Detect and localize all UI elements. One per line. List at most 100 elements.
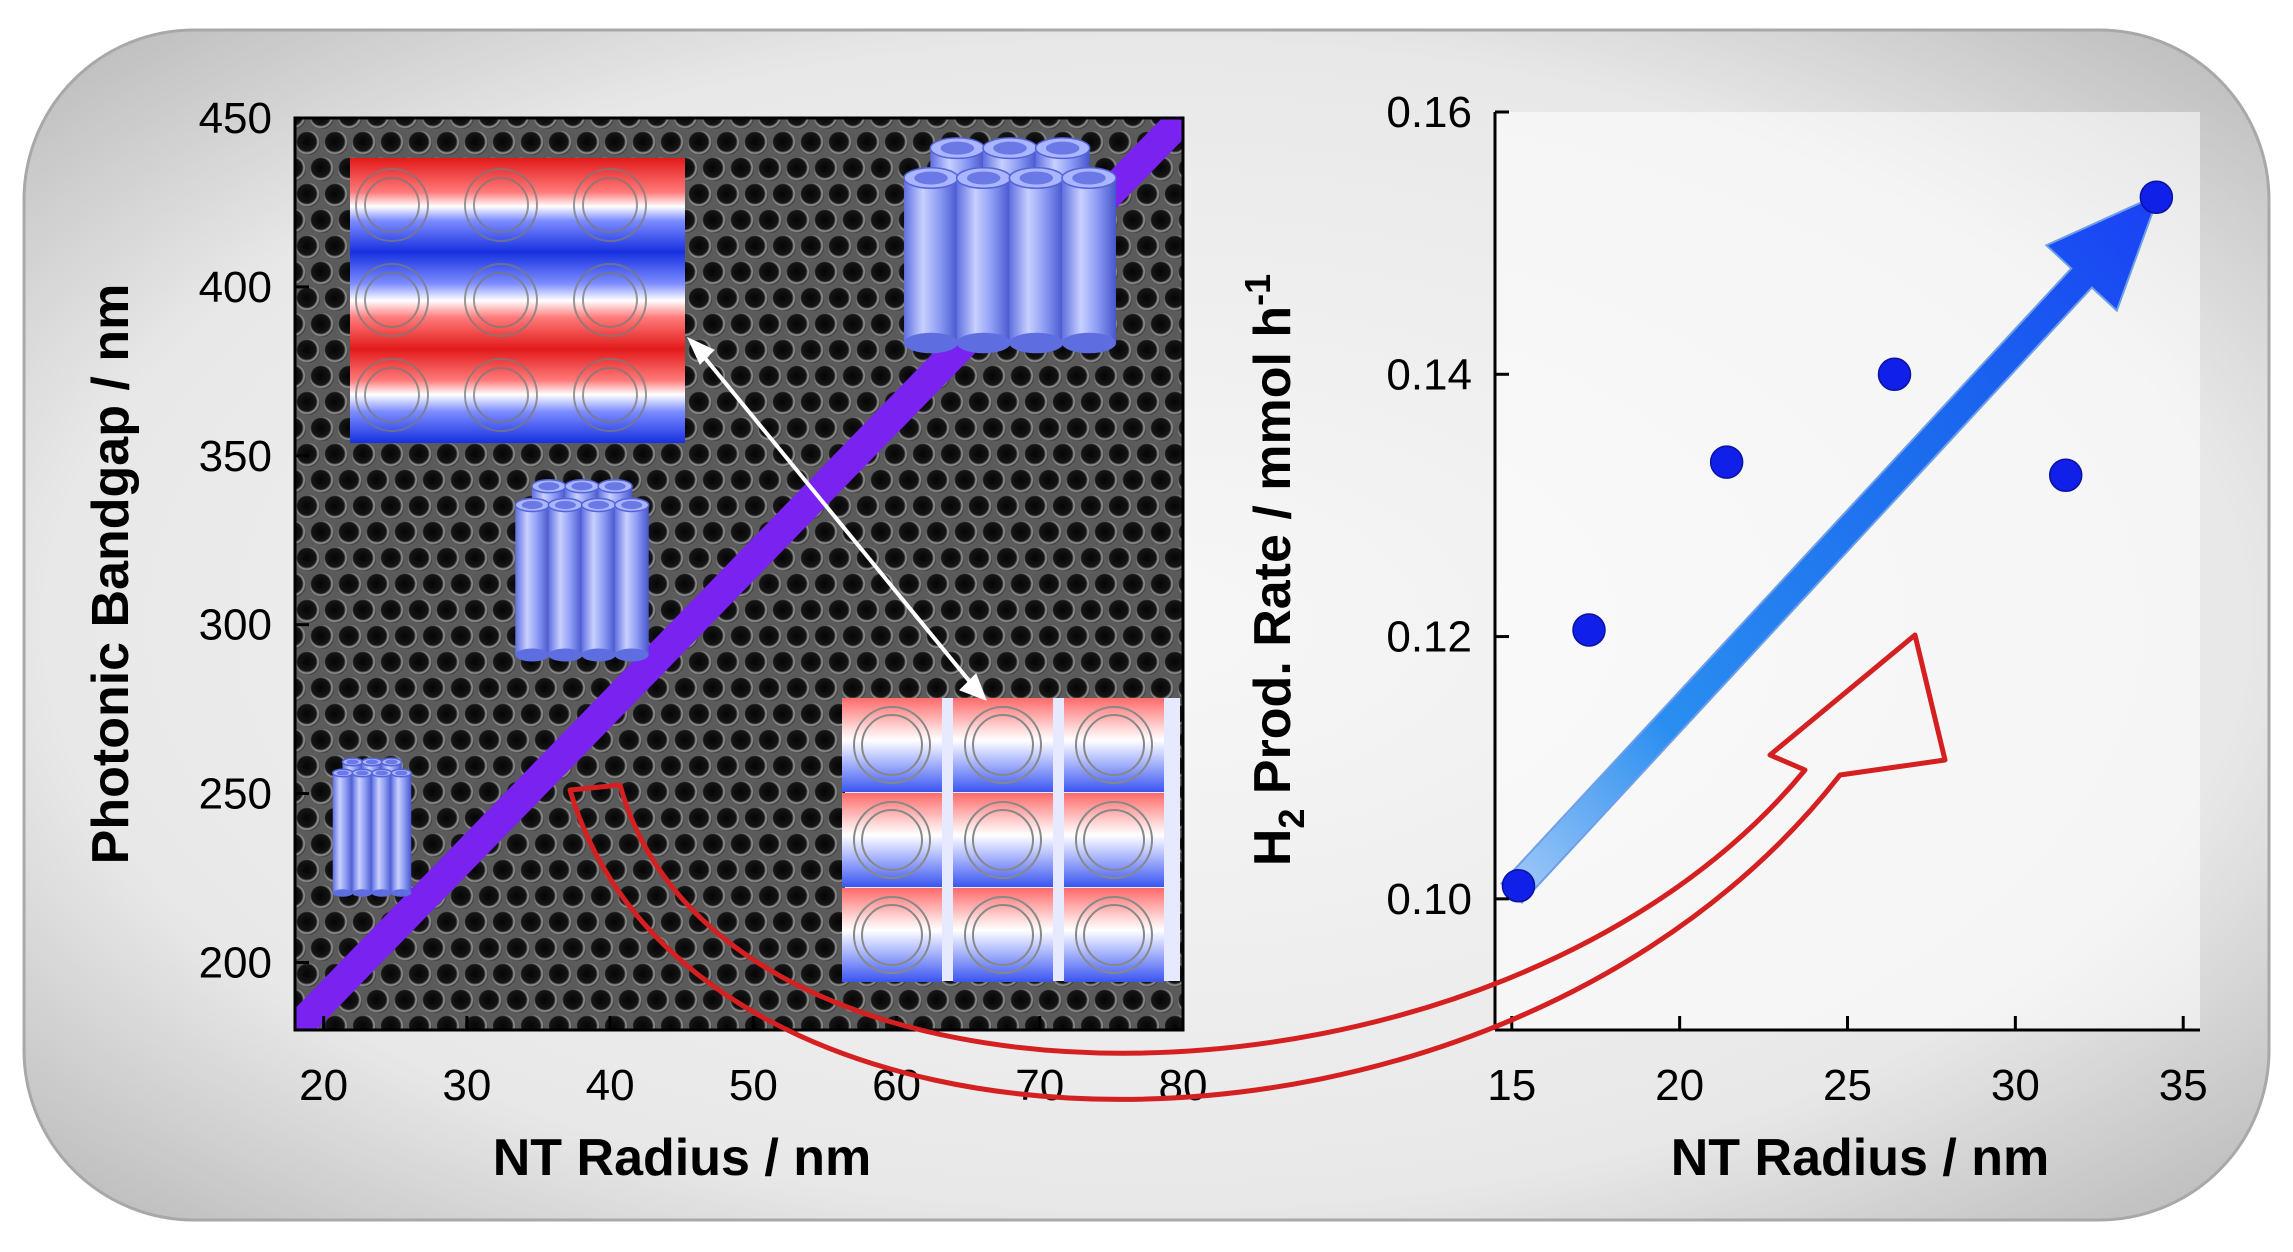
tube-bottom (332, 889, 353, 897)
field-ring-outer (1075, 896, 1153, 974)
field-ring-outer (1075, 706, 1153, 784)
tube-hole (554, 500, 576, 510)
tube-body (352, 773, 373, 893)
plot2-y-axis-label: H2 Prod. Rate / mmol h-1 (1237, 274, 1312, 866)
tube-hole (365, 759, 379, 765)
tube-bottom (581, 648, 616, 662)
connector-arrow (567, 632, 1948, 1102)
plot2-x-tick-label: 35 (2159, 1061, 2208, 1110)
tube-hole (336, 770, 349, 776)
tube-bottom (904, 332, 959, 354)
plot2-y-label-rest: Prod. Rate / mmol h (1244, 306, 1302, 809)
tube-hole (621, 500, 643, 510)
data-point (1877, 357, 1912, 392)
plot1-x-tick-label: 50 (729, 1061, 778, 1110)
field-ring-outer (964, 801, 1042, 879)
tube-hole (571, 482, 593, 491)
field-ring-inner (1083, 714, 1145, 776)
double-arrow (686, 336, 987, 701)
tube-body (956, 178, 1011, 343)
plot1-y-tick-label: 450 (199, 94, 272, 143)
trend-arrow (1499, 192, 2161, 905)
field-ring-inner (972, 904, 1034, 966)
tube-body (1009, 178, 1064, 343)
plot1-y-tick-label: 250 (199, 770, 272, 819)
tube-hole (1072, 171, 1106, 185)
plot2-y-tick-label: 0.10 (1386, 875, 1472, 924)
field-cell (953, 888, 1053, 982)
field-ring-inner (861, 809, 923, 871)
field-ring-inner (972, 809, 1034, 871)
field-map-bottom (842, 698, 1180, 982)
field-cell (1064, 888, 1164, 982)
tube-hole (385, 759, 398, 765)
tube-bottom (391, 889, 412, 897)
tube-bottom (352, 889, 373, 897)
data-point (1501, 868, 1536, 903)
h2-rate-plot: 15 20 25 30 35 0.10 0.12 0.14 0.16 NT Radius / n… (1237, 88, 2208, 1187)
tube-body (515, 505, 550, 655)
tube-body (1061, 178, 1116, 343)
plot2-y-label-sup: -1 (1237, 274, 1278, 306)
field-ring-outer (1075, 801, 1153, 879)
field-ring-inner (1083, 904, 1145, 966)
plot1-y-tick-label: 300 (199, 601, 272, 650)
tube-body (332, 773, 353, 893)
tube-bottom (956, 332, 1011, 354)
data-point (2139, 180, 2174, 214)
tube-hole (375, 770, 388, 776)
nanotube-bundle-medium (514, 479, 650, 662)
plot1-x-tick-label: 70 (1015, 1061, 1064, 1110)
plot2-y-label-main: H (1244, 829, 1302, 867)
data-point (1709, 445, 1744, 479)
tube-hole (588, 500, 610, 510)
tube-hole (356, 770, 369, 776)
tube-body (614, 505, 649, 655)
field-cell (953, 793, 1053, 887)
plot2-x-tick-label: 30 (1991, 1061, 2040, 1110)
field-ring-outer (964, 706, 1042, 784)
plot1-y-tick-label: 400 (199, 263, 272, 312)
nanotube-bundle-small (332, 757, 412, 897)
tube-hole (940, 141, 975, 155)
plot2-x-tick-label: 20 (1655, 1061, 1704, 1110)
tube-hole (604, 482, 626, 491)
field-ring-inner (861, 714, 923, 776)
tube-body (581, 505, 616, 655)
field-ring-inner (972, 714, 1034, 776)
field-map-top (350, 158, 685, 443)
field-cell (1064, 698, 1164, 792)
tube-hole (914, 171, 948, 185)
tube-bottom (515, 648, 550, 662)
tube-hole (1019, 171, 1054, 185)
trend-arrow-shape (1499, 192, 2161, 905)
plot1-y-tick-label: 350 (199, 432, 272, 481)
tube-bottom (614, 648, 649, 662)
plot2-y-label-sub: 2 (1271, 809, 1312, 829)
plot1-y-tick-label: 200 (199, 938, 272, 987)
tube-hole (395, 770, 408, 776)
tube-body (904, 178, 959, 343)
field-cell (953, 698, 1053, 792)
field-ring-inner (861, 904, 923, 966)
plot2-x-tick-label: 15 (1487, 1061, 1536, 1110)
plot1-x-tick-label: 20 (299, 1061, 348, 1110)
plot1-x-axis-label: NT Radius / nm (493, 1129, 871, 1187)
plot2-y-tick-label: 0.12 (1386, 613, 1472, 662)
tube-hole (538, 482, 560, 491)
field-cell (1064, 793, 1164, 887)
field-cell (842, 793, 942, 887)
plot1-y-axis-label: Photonic Bandgap / nm (82, 284, 140, 865)
field-ring-outer (964, 896, 1042, 974)
plot2-y-tick-label: 0.16 (1386, 88, 1472, 137)
data-point (2048, 458, 2083, 493)
plot1-x-tick-label: 40 (586, 1061, 635, 1110)
plot2-x-tick-label: 25 (1823, 1061, 1872, 1110)
data-point (1572, 613, 1606, 647)
tube-hole (966, 171, 1001, 185)
tube-hole (346, 759, 359, 765)
field-ring-outer (853, 896, 931, 974)
